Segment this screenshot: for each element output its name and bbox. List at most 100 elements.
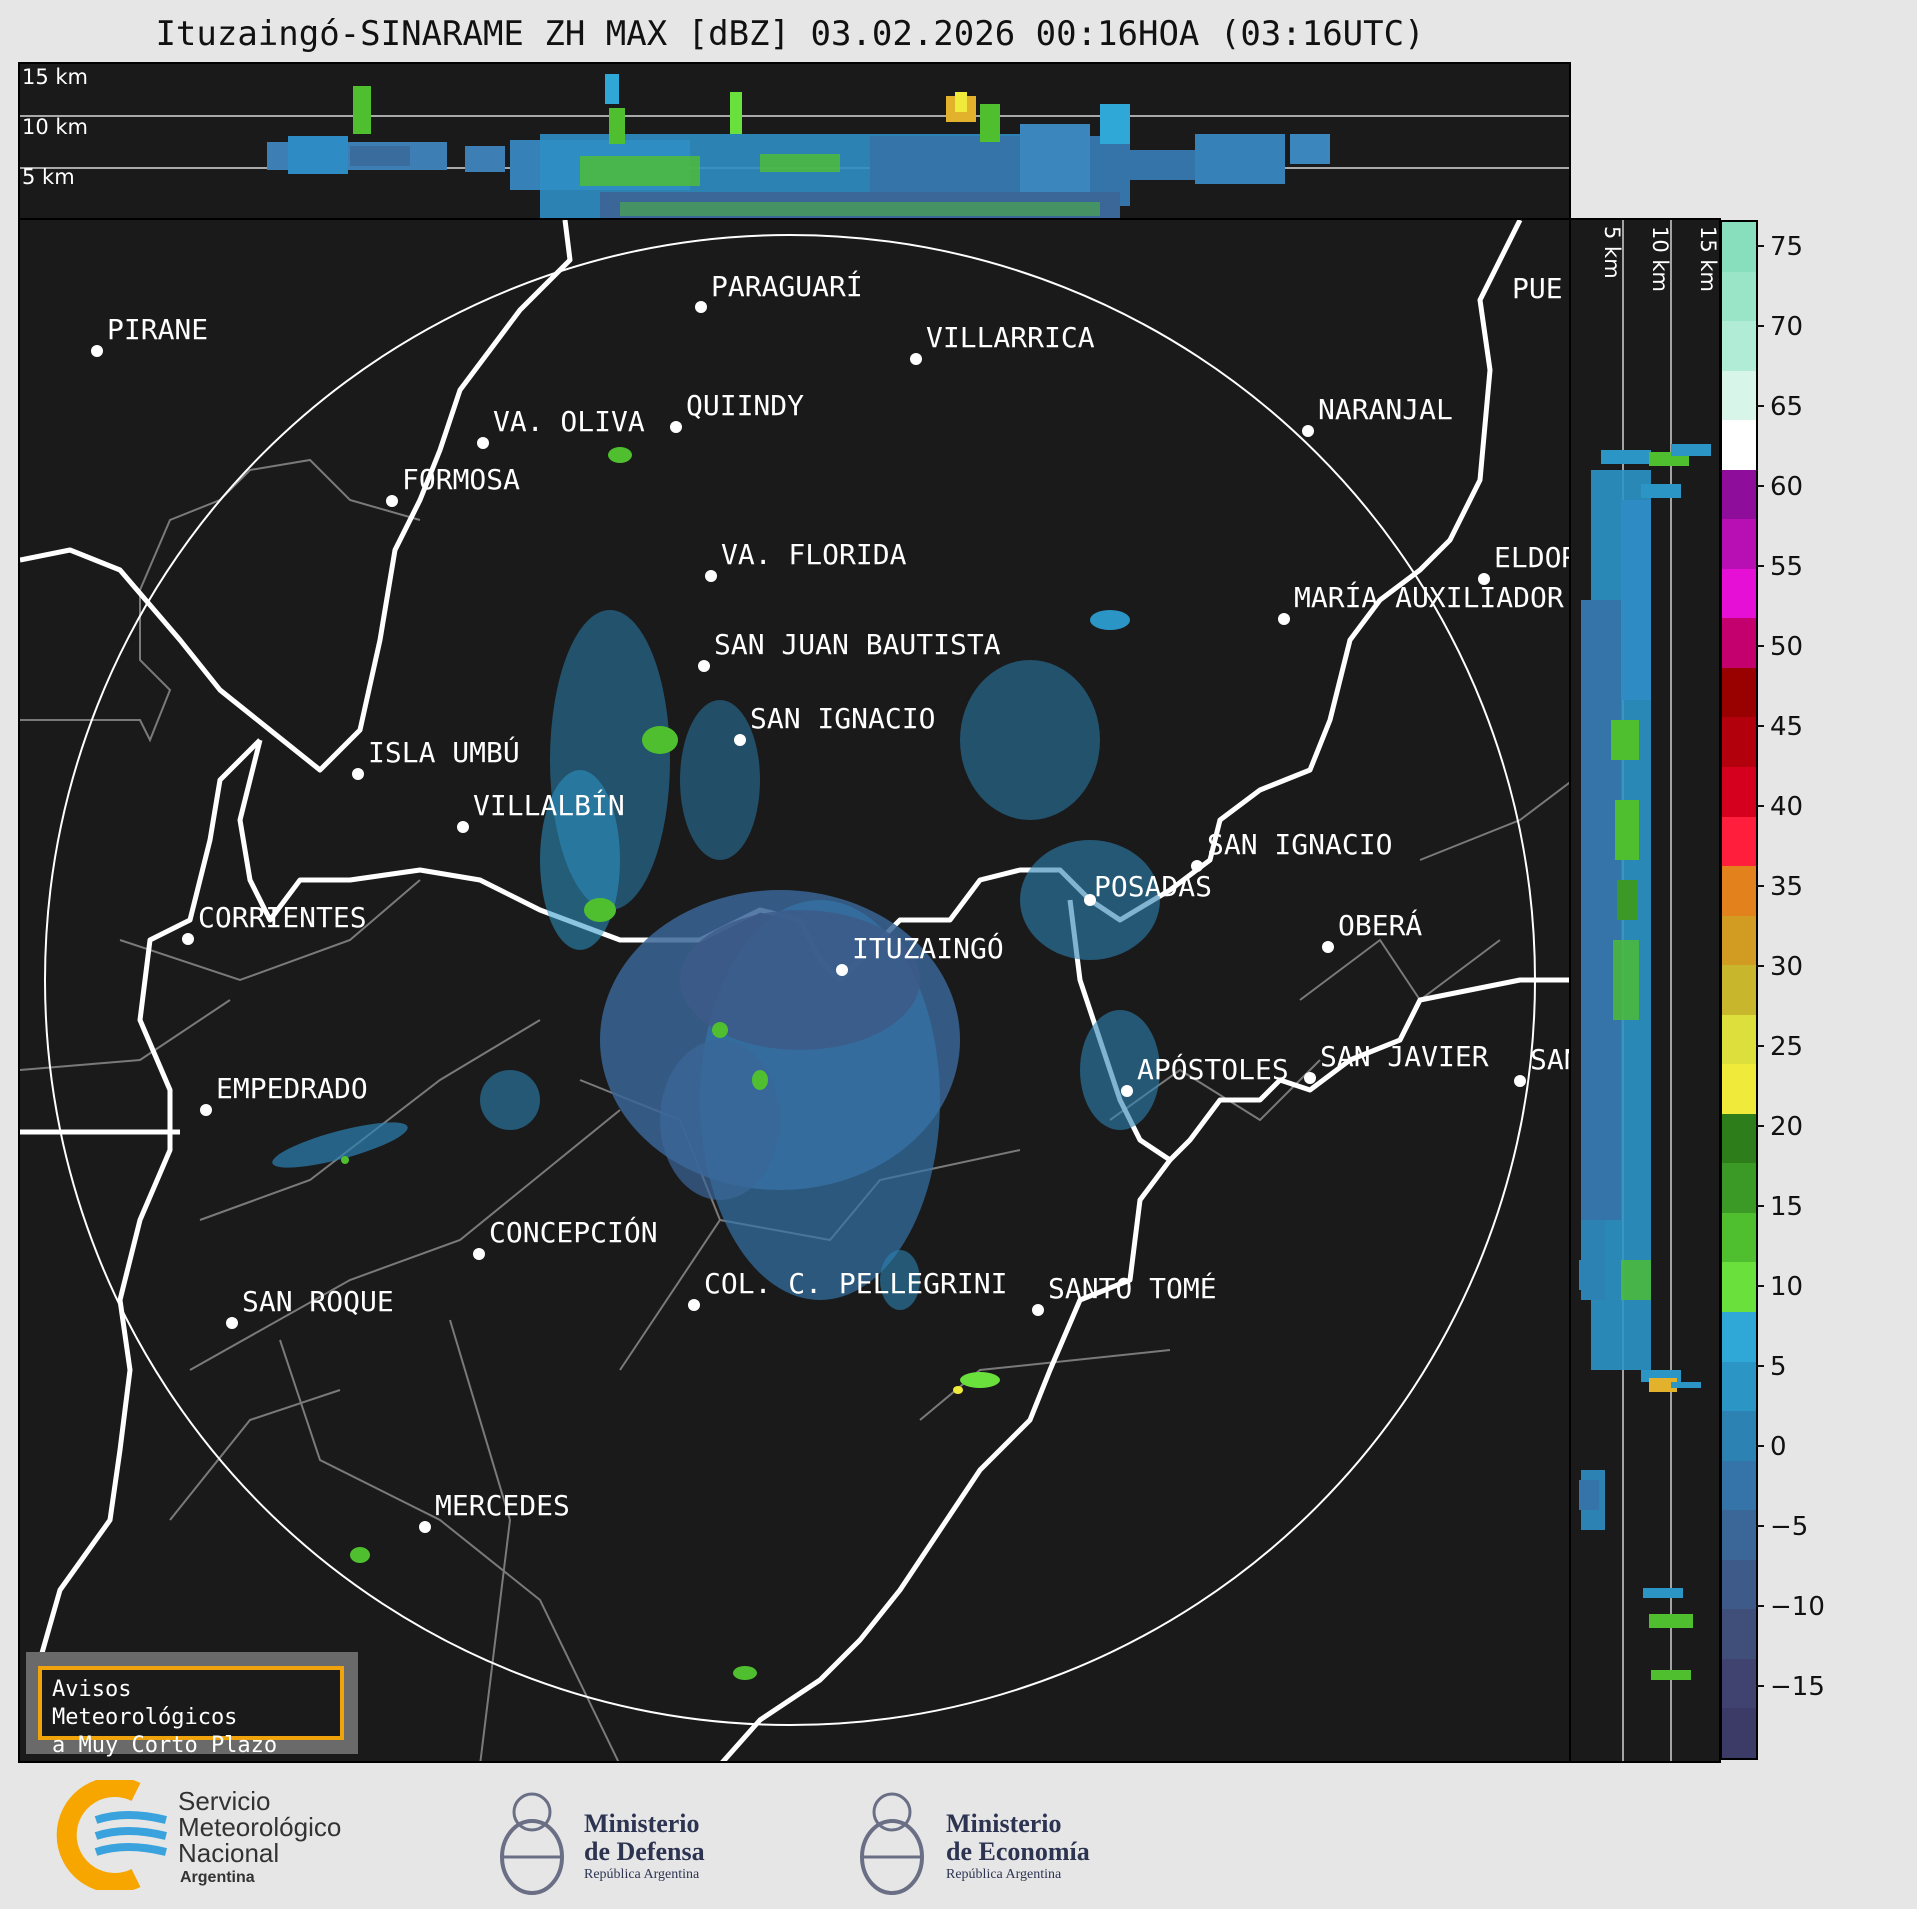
colorbar-tick-label: 50 [1770,632,1803,662]
colorbar-swatch [1722,1262,1756,1313]
colorbar-swatch [1722,469,1756,520]
city-maria-auxiliadora: MARÍA AUXILIADOR [1278,580,1564,625]
colorbar-swatch [1722,1014,1756,1065]
city-eldor: ELDOR [1478,541,1571,585]
smn-line3: Nacional [178,1838,279,1868]
colorbar-swatch [1722,767,1756,817]
svg-text:NARANJAL: NARANJAL [1318,393,1453,426]
city-obera: OBERÁ [1322,908,1422,953]
colorbar-swatch [1722,321,1756,371]
defensa-line3: República Argentina [584,1867,700,1882]
colorbar-swatch [1722,1411,1756,1461]
country-borders [20,220,1569,1761]
svg-text:PUE: PUE [1512,272,1563,305]
product-title: Ituzaingó-SINARAME ZH MAX [dBZ] 03.02.20… [155,14,1425,54]
city-san-ignacio-ar: SAN IGNACIO [1191,828,1392,872]
city-markers: PARAGUARÍ PIRANE VILLARRICA QUIINDY VA. … [91,269,1571,1533]
colorbar-tick-label: 20 [1770,1112,1803,1142]
colorbar-swatch [1722,1361,1756,1412]
svg-text:VILLALBÍN: VILLALBÍN [473,788,625,822]
colorbar-tick-label: 35 [1770,872,1803,902]
svg-text:EMPEDRADO: EMPEDRADO [216,1072,368,1105]
range-ring [44,234,1536,1726]
colorbar-tick-label: 45 [1770,712,1803,742]
city-isla-umbu: ISLA UMBÚ [352,735,520,780]
city-villarrica: VILLARRICA [910,321,1095,365]
svg-text:QUIINDY: QUIINDY [686,389,804,422]
colorbar-tick-label: 25 [1770,1032,1803,1062]
city-san-juan-bautista: SAN JUAN BAUTISTA [698,628,1001,672]
colorbar-tick-label: 15 [1770,1192,1803,1222]
city-quiindy: QUIINDY [670,389,804,433]
colorbar-swatch [1722,271,1756,322]
economia-logo: Ministerio de Economía República Argenti… [854,1772,1134,1902]
colorbar [1720,220,1758,1760]
top-alt-label-15km: 15 km [22,65,88,89]
city-va-oliva: VA. OLIVA [477,405,645,449]
svg-text:POSADAS: POSADAS [1094,870,1212,903]
svg-text:ELDOR: ELDOR [1494,541,1571,574]
avisos-badge[interactable]: Avisos Meteorológicos a Muy Corto Plazo [38,1666,344,1758]
colorbar-tick-label: 60 [1770,472,1803,502]
side-alt-label-10km: 10 km [1648,226,1672,292]
colorbar-swatch [1722,1064,1756,1114]
top-alt-label-10km: 10 km [22,115,88,139]
colorbar-swatch [1722,1312,1756,1362]
avisos-line1: Avisos Meteorológicos [52,1677,238,1730]
city-san-javier: SAN JAVIER [1304,1040,1489,1084]
city-san-ignacio-py: SAN IGNACIO [734,702,935,746]
colorbar-swatch [1722,1212,1756,1263]
svg-text:VILLARRICA: VILLARRICA [926,321,1095,354]
city-mercedes: MERCEDES [419,1489,570,1533]
city-san-partial: SAN [1514,1043,1571,1087]
colorbar-swatch [1722,370,1756,421]
city-concepcion: CONCEPCIÓN [473,1215,658,1260]
svg-text:CONCEPCIÓN: CONCEPCIÓN [489,1215,658,1249]
defensa-logo: Ministerio de Defensa República Argentin… [494,1772,754,1902]
colorbar-swatch [1722,667,1756,718]
colorbar-tick-label: 40 [1770,792,1803,822]
svg-text:SAN JUAN BAUTISTA: SAN JUAN BAUTISTA [714,628,1001,661]
radar-map-panel: PARAGUARÍ PIRANE VILLARRICA QUIINDY VA. … [18,218,1571,1763]
colorbar-swatch [1722,717,1756,768]
city-col-c-pellegrini: COL. C. PELLEGRINI [688,1267,1007,1311]
city-apostoles: APÓSTOLES [1121,1052,1289,1097]
side-alt-label-15km: 15 km [1696,226,1720,292]
svg-text:VA. FLORIDA: VA. FLORIDA [721,538,907,571]
colorbar-swatch [1722,866,1756,916]
side-cross-section-echoes [1579,444,1711,1680]
colorbar-swatch [1722,1708,1756,1758]
svg-text:SAN: SAN [1530,1043,1571,1076]
city-posadas: POSADAS [1084,870,1212,906]
svg-text:COL. C. PELLEGRINI: COL. C. PELLEGRINI [704,1267,1007,1300]
svg-text:FORMOSA: FORMOSA [402,463,520,496]
top-alt-label-5km: 5 km [22,165,75,189]
city-villalbin: VILLALBÍN [457,788,625,833]
smn-line4: Argentina [180,1869,255,1886]
colorbar-swatch [1722,568,1756,619]
colorbar-tick-label: 55 [1770,552,1803,582]
defensa-line1: Ministerio [584,1809,700,1838]
city-naranjal: NARANJAL [1302,393,1453,437]
svg-text:SAN IGNACIO: SAN IGNACIO [1207,828,1392,861]
colorbar-tick-label: −10 [1770,1592,1825,1622]
colorbar-tick-label: 10 [1770,1272,1803,1302]
smn-line1: Servicio [178,1786,270,1816]
province-borders [20,458,1569,1761]
colorbar-swatch [1722,1113,1756,1164]
colorbar-swatch [1722,420,1756,470]
colorbar-tick-label: 0 [1770,1432,1787,1462]
svg-text:VA. OLIVA: VA. OLIVA [493,405,645,438]
defensa-line2: de Defensa [584,1837,705,1866]
city-ituzaingo: ITUZAINGÓ [836,931,1004,976]
city-empedrado: EMPEDRADO [200,1072,368,1116]
colorbar-swatch [1722,816,1756,867]
colorbar-tick-label: −15 [1770,1672,1825,1702]
colorbar-tick-label: −5 [1770,1512,1808,1542]
side-alt-label-5km: 5 km [1600,226,1624,279]
smn-line2: Meteorológico [178,1812,341,1842]
svg-text:CORRIENTES: CORRIENTES [198,901,367,934]
colorbar-tick-label: 70 [1770,312,1803,342]
city-va-florida: VA. FLORIDA [705,538,907,582]
svg-text:APÓSTOLES: APÓSTOLES [1137,1052,1289,1086]
